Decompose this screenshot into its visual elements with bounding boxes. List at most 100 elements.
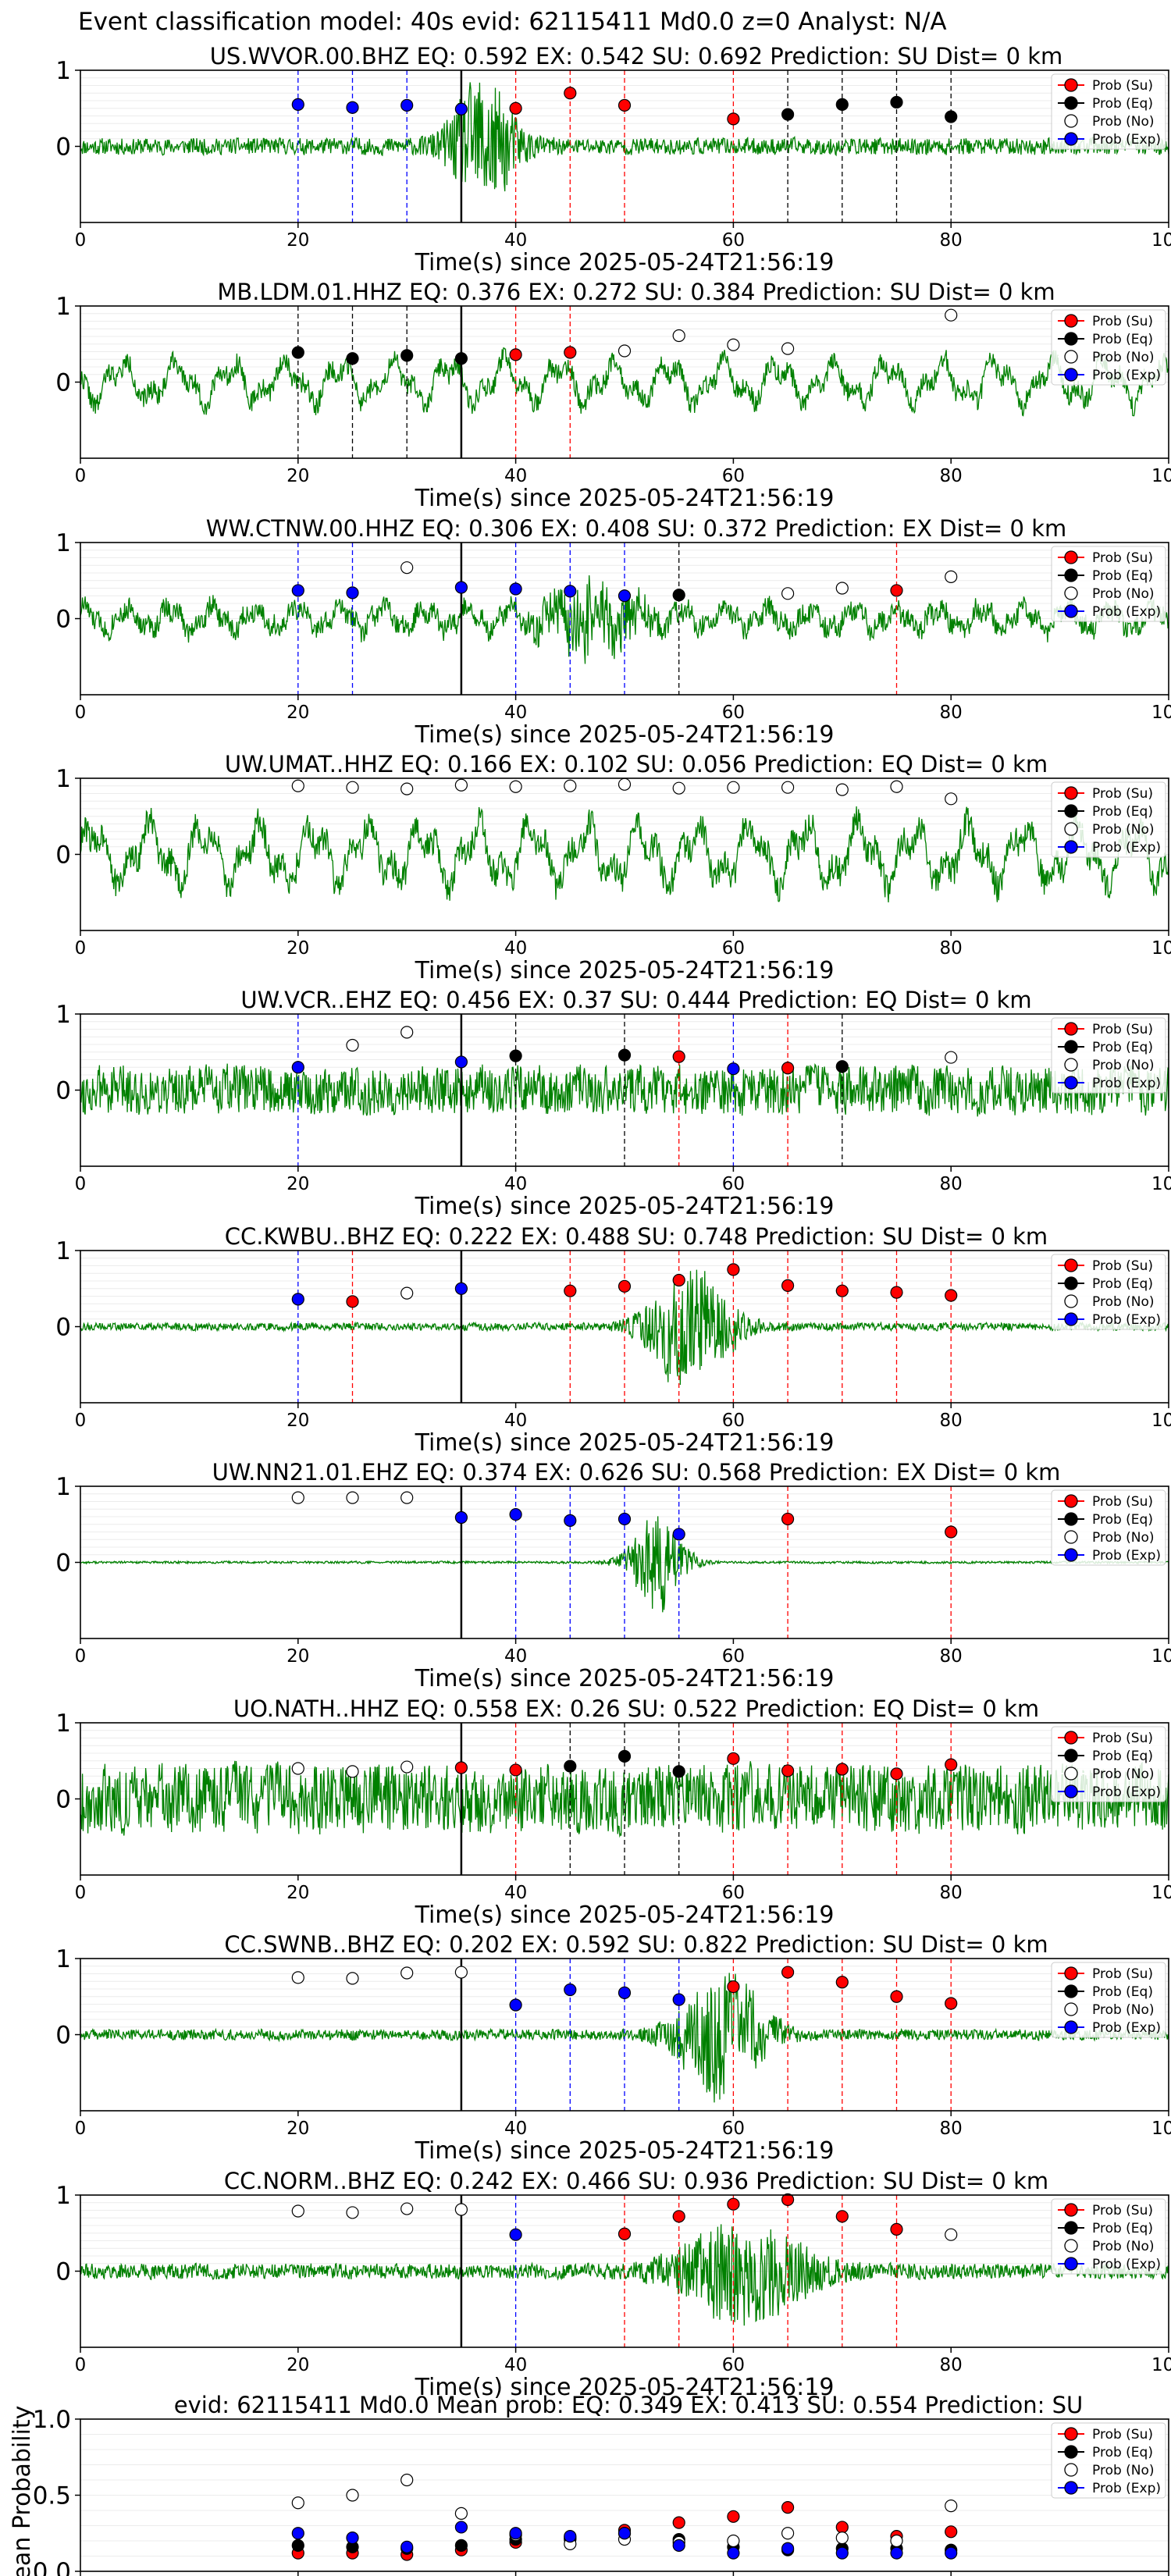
y-tick-label: 1 (55, 293, 71, 321)
prob-marker (727, 2197, 740, 2211)
x-tick-label: 60 (722, 1411, 745, 1431)
x-tick-label: 80 (940, 230, 963, 251)
prob-marker (564, 779, 577, 792)
x-tick-label: 80 (940, 938, 963, 959)
legend-box (1051, 1017, 1166, 1094)
legend-marker (1064, 2239, 1078, 2253)
prob-marker (835, 1763, 849, 1776)
prob-marker (945, 1525, 958, 1539)
x-tick-label: 100 (1151, 230, 1171, 251)
prob-marker (509, 1507, 522, 1521)
legend-marker (1064, 1984, 1078, 1998)
x-tick-label: 80 (940, 1646, 963, 1667)
prob-marker (890, 1767, 903, 1781)
legend-label: Prob (Exp) (1092, 2257, 1161, 2272)
prob-marker (672, 329, 685, 343)
mean-prob-marker (727, 2546, 740, 2560)
x-tick-label: 20 (287, 938, 309, 959)
prob-marker (291, 346, 304, 359)
prob-marker (454, 778, 468, 792)
prob-marker (618, 777, 632, 791)
legend-marker (1064, 2427, 1078, 2441)
prob-marker (890, 2222, 903, 2236)
x-tick-label: 40 (504, 466, 527, 486)
panel-title: MB.LDM.01.HHZ EQ: 0.376 EX: 0.272 SU: 0.… (217, 279, 1055, 305)
mean-prob-marker (781, 2542, 795, 2555)
prob-marker (454, 1761, 468, 1774)
mean-prob-marker (727, 2510, 740, 2523)
prob-marker (291, 1061, 304, 1074)
legend-label: Prob (No) (1092, 1530, 1155, 1546)
summary-panel: evid: 62115411 Md0.0 Mean prob: EQ: 0.34… (9, 2392, 1169, 2576)
prob-marker (564, 87, 577, 100)
legend-label: Prob (Eq) (1092, 2445, 1153, 2460)
waveform-trace (80, 2224, 1169, 2326)
prob-marker (509, 582, 522, 596)
prob-marker (346, 101, 359, 114)
prob-marker (346, 1295, 359, 1308)
panel-title: UW.NN21.01.EHZ EQ: 0.374 EX: 0.626 SU: 0… (212, 1459, 1061, 1485)
prob-marker (727, 112, 740, 126)
legend-marker (1064, 1731, 1078, 1745)
legend-box (1051, 1726, 1166, 1802)
prob-marker (454, 352, 468, 365)
legend-marker (1064, 604, 1078, 618)
legend-marker (1064, 1767, 1078, 1781)
legend-label: Prob (Su) (1092, 1494, 1153, 1510)
y-tick-label: 0 (55, 2258, 71, 2286)
mean-prob-marker (835, 2546, 849, 2560)
prob-marker (400, 1286, 414, 1300)
legend-marker (1064, 2221, 1078, 2235)
prob-marker (346, 781, 359, 794)
mean-prob-marker (291, 2539, 304, 2552)
prob-marker (291, 779, 304, 792)
mean-prob-marker (454, 2507, 468, 2520)
prob-marker (835, 98, 849, 111)
prob-marker (291, 1762, 304, 1775)
panel-title: CC.NORM..BHZ EQ: 0.242 EX: 0.466 SU: 0.9… (224, 2168, 1048, 2194)
prob-marker (618, 1512, 632, 1526)
mean-prob-marker (945, 2546, 958, 2560)
x-tick-label: 0 (75, 1646, 87, 1667)
prob-marker (672, 1765, 685, 1778)
prob-marker (400, 349, 414, 362)
prob-marker (564, 1284, 577, 1297)
x-axis-label: Time(s) since 2025-05-24T21:56:19 (415, 957, 835, 984)
prob-marker (835, 582, 849, 595)
y-tick-label: 1.0 (33, 2406, 71, 2434)
legend-marker (1064, 1022, 1078, 1036)
mean-prob-marker (945, 2500, 958, 2513)
legend-box (1051, 781, 1166, 858)
y-tick-label: 0 (55, 133, 71, 162)
prob-marker (400, 1760, 414, 1774)
y-tick-label: 1 (55, 1473, 71, 1501)
prob-marker (781, 1279, 795, 1292)
prob-marker (400, 1026, 414, 1039)
prob-marker (346, 352, 359, 365)
mean-prob-marker (672, 2539, 685, 2552)
y-tick-label: 1 (55, 1001, 71, 1029)
legend-label: Prob (Exp) (1092, 840, 1161, 856)
y-tick-label: 0 (55, 1786, 71, 1814)
prob-marker (618, 344, 632, 358)
prob-marker (618, 1279, 632, 1293)
prob-marker (727, 1062, 740, 1076)
y-tick-label: 0 (55, 2022, 71, 2050)
x-tick-label: 100 (1151, 2355, 1171, 2375)
x-tick-label: 40 (504, 2119, 527, 2139)
panel-title: WW.CTNW.00.HHZ EQ: 0.306 EX: 0.408 SU: 0… (206, 515, 1067, 542)
y-tick-label: 0 (55, 1077, 71, 1105)
legend-marker (1064, 2481, 1078, 2495)
x-tick-label: 80 (940, 1174, 963, 1194)
mean-prob-marker (835, 2532, 849, 2545)
legend-marker (1064, 1749, 1078, 1763)
prob-marker (672, 1273, 685, 1287)
x-tick-label: 0 (75, 1883, 87, 1903)
prob-marker (781, 1512, 795, 1526)
x-tick-label: 80 (940, 2355, 963, 2375)
legend-marker (1064, 96, 1078, 110)
prob-marker (835, 2210, 849, 2223)
x-tick-label: 0 (75, 1411, 87, 1431)
